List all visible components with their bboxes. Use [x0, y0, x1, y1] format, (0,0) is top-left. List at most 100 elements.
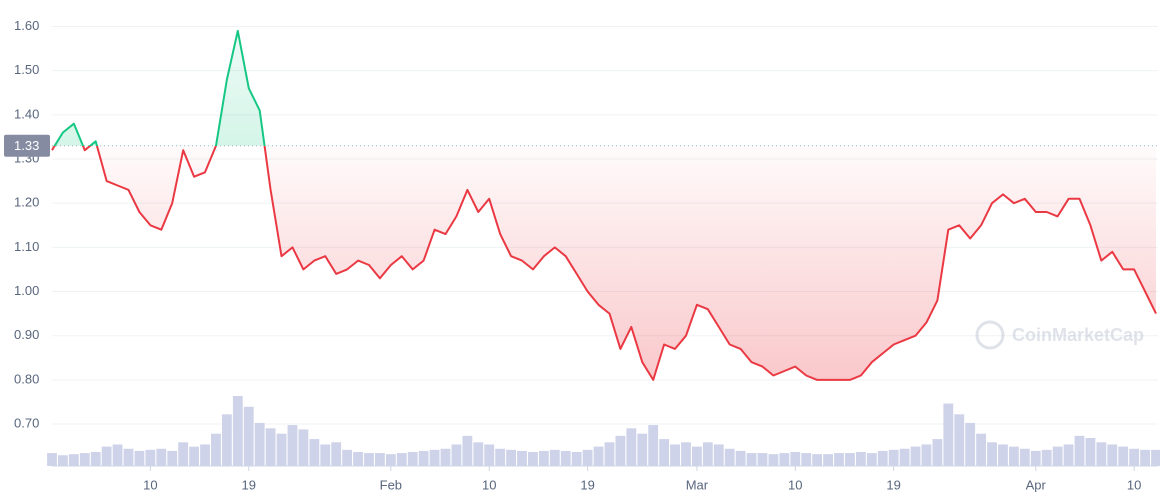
volume-bar: [232, 396, 243, 466]
volume-bar: [866, 453, 877, 466]
volume-bar: [221, 414, 232, 466]
volume-bar: [429, 449, 440, 466]
watermark: CoinMarketCap: [975, 320, 1144, 350]
x-tick-label: Mar: [686, 477, 709, 492]
volume-bar: [1063, 444, 1074, 466]
area-fill: [52, 30, 1156, 380]
volume-bar: [79, 453, 90, 466]
x-tick-label: 10: [482, 477, 496, 492]
volume-bar: [1085, 438, 1096, 466]
x-tick-label: 10: [1127, 477, 1141, 492]
y-tick-label: 1.10: [14, 239, 39, 254]
volume-bar: [407, 452, 418, 466]
volume-bar: [571, 452, 582, 466]
volume-bar: [1030, 450, 1041, 466]
volume-bar: [899, 448, 910, 466]
volume-bar: [987, 442, 997, 466]
y-tick-label: 0.90: [14, 327, 39, 342]
baseline-label: 1.33: [14, 138, 39, 153]
volume-bar: [779, 453, 790, 466]
volume-bar: [648, 425, 659, 466]
y-tick-label: 1.50: [14, 62, 39, 77]
volume-bar: [1008, 446, 1019, 466]
volume-bar: [910, 446, 921, 466]
volume-bar: [484, 444, 495, 466]
y-tick-label: 0.80: [14, 371, 39, 386]
volume-bar: [724, 448, 735, 466]
volume-bar: [189, 446, 200, 466]
volume-bar: [801, 453, 812, 466]
volume-bar: [615, 435, 626, 466]
volume-bar: [287, 425, 298, 466]
volume-bar: [812, 454, 823, 466]
volume-bar: [1052, 446, 1063, 466]
volume-bar: [112, 444, 123, 466]
volume-bar: [1140, 449, 1150, 466]
volume-bar: [68, 454, 79, 466]
volume-bar: [528, 452, 538, 466]
volume-bar: [211, 433, 221, 466]
plot: [51, 29, 1158, 381]
volume-bar: [265, 428, 276, 466]
x-tick-label: Apr: [1026, 477, 1047, 492]
x-tick-label: 10: [143, 477, 157, 492]
volume-bar: [681, 442, 691, 466]
price-line: [51, 29, 1157, 381]
x-tick-label: Feb: [380, 477, 402, 492]
volume-bar: [888, 449, 899, 466]
volume-bar: [156, 448, 167, 466]
x-tick-label: 10: [788, 477, 802, 492]
y-tick-label: 1.20: [14, 195, 39, 210]
volume-bar: [593, 446, 604, 466]
volume-bar: [364, 453, 374, 466]
volume-bar: [560, 450, 571, 466]
volume-bar: [746, 453, 757, 466]
x-tick-label: 19: [886, 477, 900, 492]
volume-bar: [375, 453, 385, 466]
volume-bar: [58, 455, 68, 466]
axes: 0.700.800.901.001.101.201.301.401.501.60…: [4, 18, 1158, 492]
y-tick-label: 1.60: [14, 18, 39, 33]
volume-bar: [101, 446, 112, 466]
volume-bar: [965, 422, 976, 466]
volume-bar: [440, 448, 451, 466]
volume-bars: [47, 396, 1160, 466]
volume-bar: [823, 454, 833, 466]
volume-bar: [790, 452, 801, 466]
volume-bar: [1041, 449, 1052, 466]
volume-bar: [691, 446, 702, 466]
watermark-logo: [975, 320, 1005, 350]
volume-bar: [320, 444, 331, 466]
volume-bar: [243, 406, 254, 466]
y-tick-label: 1.40: [14, 106, 39, 121]
volume-bar: [768, 454, 779, 466]
volume-bar: [506, 449, 517, 466]
volume-bar: [1074, 435, 1085, 466]
volume-bar: [396, 453, 407, 466]
volume-bar: [134, 450, 145, 466]
volume-bar: [90, 452, 101, 466]
volume-bar: [451, 444, 462, 466]
volume-bar: [167, 450, 178, 466]
volume-bar: [976, 433, 987, 466]
volume-bar: [495, 448, 506, 466]
volume-bar: [47, 453, 57, 466]
volume-bar: [757, 453, 768, 466]
volume-bar: [954, 414, 965, 466]
volume-bar: [659, 439, 670, 466]
volume-bar: [473, 442, 484, 466]
volume-bar: [921, 444, 932, 466]
volume-bar: [178, 442, 189, 466]
watermark-text: CoinMarketCap: [1012, 325, 1144, 345]
volume-bar: [845, 453, 855, 466]
volume-bar: [713, 444, 724, 466]
volume-bar: [877, 450, 888, 466]
y-tick-label: 1.00: [14, 283, 39, 298]
volume-bar: [626, 428, 637, 466]
volume-bar: [1019, 448, 1030, 466]
volume-bar: [298, 429, 309, 466]
volume-bar: [1151, 449, 1160, 466]
volume-bar: [637, 433, 648, 466]
volume-bar: [517, 450, 527, 466]
volume-bar: [331, 442, 342, 466]
